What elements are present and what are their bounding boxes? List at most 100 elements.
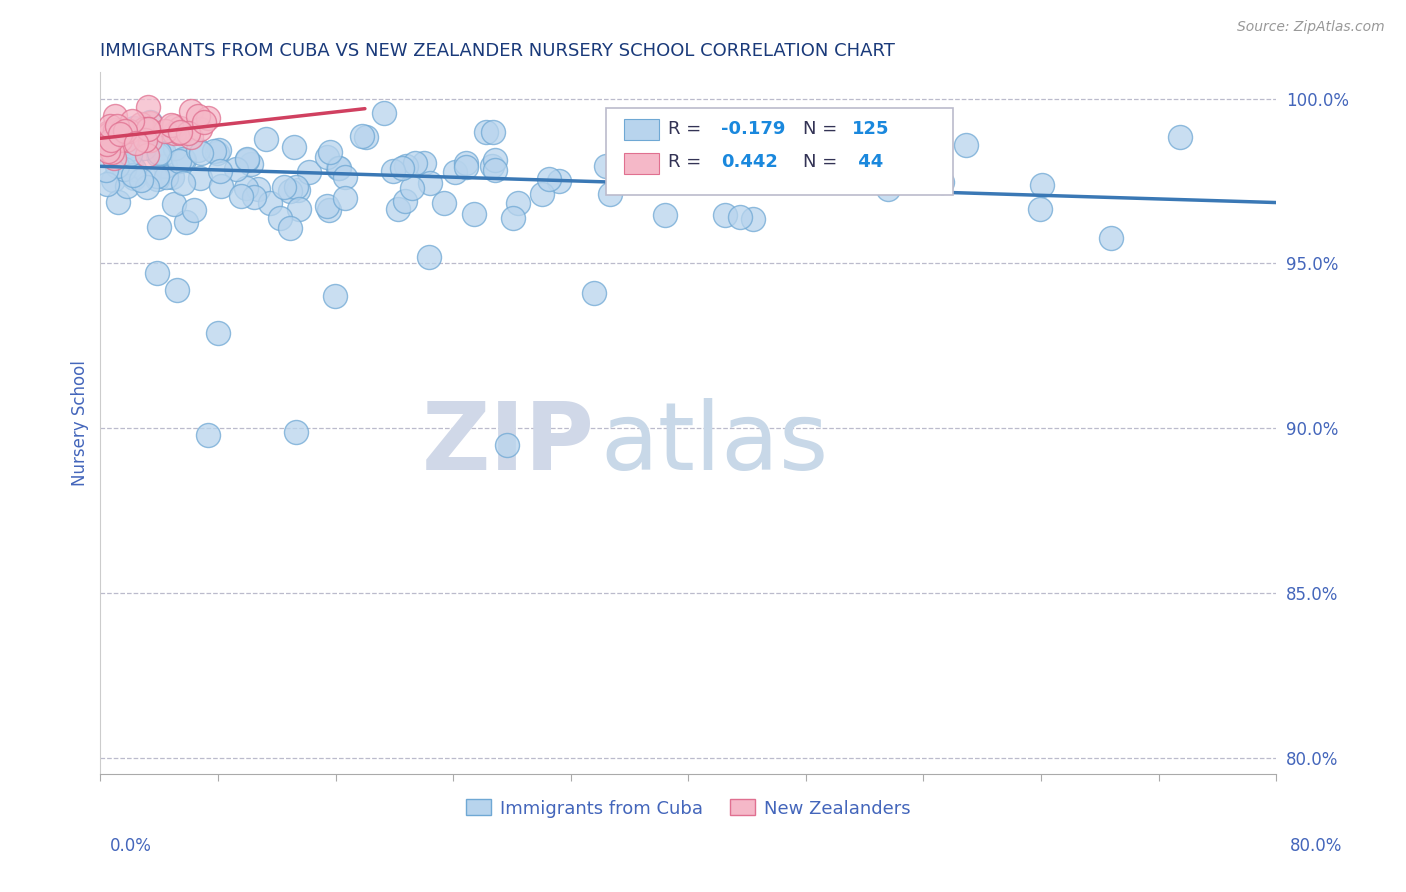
Text: ZIP: ZIP bbox=[422, 399, 595, 491]
Point bbox=[177, 126, 200, 140]
Point bbox=[120, 159, 142, 173]
Text: N =: N = bbox=[803, 153, 844, 171]
Point bbox=[180, 103, 202, 118]
Point bbox=[97, 127, 120, 141]
Point bbox=[298, 165, 321, 179]
Point bbox=[229, 189, 252, 203]
Point bbox=[167, 153, 190, 168]
Point bbox=[98, 119, 121, 133]
Point bbox=[153, 159, 176, 173]
Point bbox=[114, 133, 136, 147]
Text: R =: R = bbox=[668, 120, 707, 137]
Point bbox=[120, 147, 142, 161]
Point bbox=[155, 170, 177, 185]
Point bbox=[284, 180, 307, 194]
Point bbox=[138, 114, 160, 128]
Point bbox=[323, 289, 346, 303]
Point bbox=[122, 120, 145, 135]
Point bbox=[163, 141, 186, 155]
Point bbox=[382, 163, 405, 178]
Point bbox=[188, 170, 211, 185]
Point bbox=[624, 174, 647, 188]
Point bbox=[169, 125, 191, 139]
Point bbox=[283, 140, 305, 154]
Bar bbox=[623, 153, 659, 174]
Point bbox=[484, 162, 506, 177]
Point bbox=[412, 156, 434, 170]
Point bbox=[107, 194, 129, 209]
Point bbox=[484, 153, 506, 167]
Point bbox=[658, 156, 681, 170]
Point bbox=[1168, 129, 1191, 144]
Point bbox=[391, 161, 413, 176]
Text: 0.0%: 0.0% bbox=[110, 837, 152, 855]
Point bbox=[246, 182, 269, 196]
Point bbox=[187, 109, 209, 123]
Point bbox=[502, 211, 524, 225]
Point bbox=[183, 202, 205, 217]
Point bbox=[208, 143, 231, 157]
Point bbox=[169, 127, 191, 141]
Point bbox=[225, 162, 247, 177]
Point bbox=[103, 152, 125, 166]
Point bbox=[114, 124, 136, 138]
Point bbox=[235, 153, 257, 168]
Point bbox=[599, 186, 621, 201]
Point bbox=[236, 152, 259, 166]
FancyBboxPatch shape bbox=[606, 108, 953, 195]
Point bbox=[122, 161, 145, 176]
Point bbox=[531, 186, 554, 201]
Point bbox=[162, 197, 184, 211]
Point bbox=[931, 175, 953, 189]
Point bbox=[153, 145, 176, 160]
Point bbox=[713, 208, 735, 222]
Point bbox=[318, 203, 340, 218]
Point bbox=[122, 171, 145, 186]
Point bbox=[475, 125, 498, 139]
Point bbox=[454, 160, 477, 174]
Point bbox=[163, 120, 186, 134]
Point bbox=[326, 161, 349, 176]
Point bbox=[129, 173, 152, 187]
Point bbox=[112, 162, 135, 177]
Point bbox=[96, 162, 118, 177]
Point bbox=[463, 207, 485, 221]
Point bbox=[188, 121, 211, 136]
Point bbox=[433, 195, 456, 210]
Point bbox=[394, 194, 416, 208]
Point bbox=[418, 250, 440, 264]
Point bbox=[328, 161, 350, 175]
Point bbox=[136, 121, 159, 136]
Point bbox=[877, 182, 900, 196]
Point bbox=[444, 165, 467, 179]
Point bbox=[131, 117, 153, 131]
Point bbox=[354, 129, 377, 144]
Point bbox=[208, 164, 231, 178]
Point bbox=[387, 202, 409, 216]
Point bbox=[160, 169, 183, 184]
Point bbox=[125, 136, 148, 151]
Point bbox=[609, 125, 631, 139]
Bar bbox=[623, 120, 659, 141]
Point bbox=[96, 136, 118, 151]
Point bbox=[172, 152, 194, 166]
Point bbox=[105, 159, 128, 173]
Point bbox=[169, 120, 191, 135]
Point bbox=[202, 144, 225, 158]
Point bbox=[190, 146, 212, 161]
Point bbox=[153, 123, 176, 137]
Point bbox=[121, 168, 143, 182]
Text: 125: 125 bbox=[852, 120, 889, 137]
Point bbox=[100, 145, 122, 160]
Point bbox=[207, 326, 229, 340]
Point bbox=[595, 159, 617, 173]
Text: -0.179: -0.179 bbox=[721, 120, 786, 137]
Text: 80.0%: 80.0% bbox=[1291, 837, 1343, 855]
Point bbox=[112, 159, 135, 173]
Point bbox=[316, 150, 339, 164]
Point bbox=[118, 142, 141, 156]
Point bbox=[136, 100, 159, 114]
Point bbox=[741, 211, 763, 226]
Point bbox=[180, 129, 202, 144]
Point bbox=[197, 427, 219, 442]
